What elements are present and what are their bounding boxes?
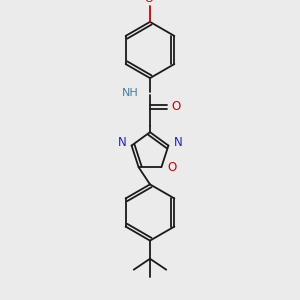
Text: N: N [118, 136, 127, 149]
Text: O: O [144, 0, 153, 4]
Text: N: N [173, 136, 182, 149]
Text: CH₃: CH₃ [169, 0, 185, 1]
Text: NH: NH [122, 88, 139, 98]
Text: O: O [171, 100, 181, 113]
Text: O: O [167, 161, 176, 174]
